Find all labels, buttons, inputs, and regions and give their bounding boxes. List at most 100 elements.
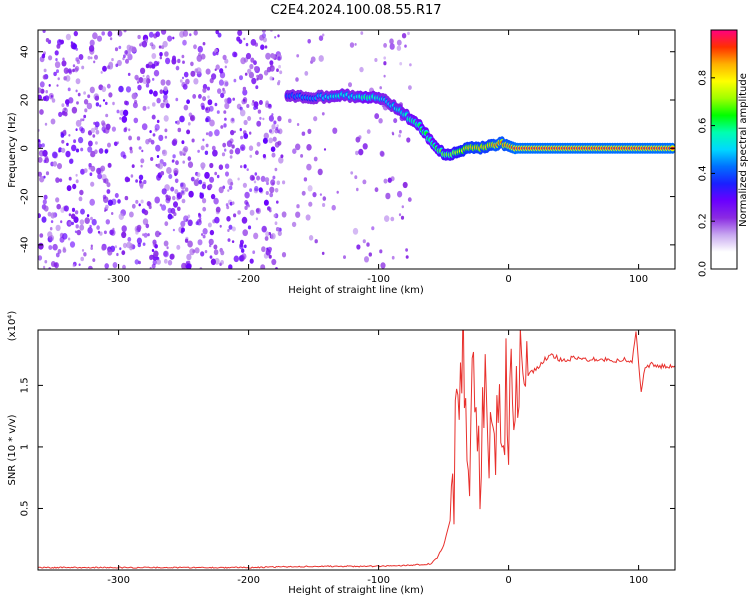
noise-speckle <box>111 126 116 132</box>
noise-speckle <box>172 154 176 159</box>
noise-speckle <box>121 115 128 123</box>
noise-speckle <box>256 141 261 147</box>
noise-speckle <box>165 197 171 204</box>
noise-speckle <box>258 187 263 193</box>
noise-speckle <box>127 237 132 242</box>
noise-speckle <box>38 171 42 177</box>
noise-speckle <box>244 205 248 210</box>
noise-speckle <box>239 128 242 132</box>
noise-speckle <box>54 262 59 269</box>
noise-speckle <box>150 139 155 145</box>
noise-speckle <box>129 146 133 151</box>
noise-speckle <box>331 204 336 211</box>
noise-speckle <box>241 216 248 224</box>
noise-speckle <box>228 264 233 269</box>
noise-speckle <box>222 89 226 95</box>
noise-speckle <box>350 171 354 175</box>
noise-speckle <box>48 245 53 250</box>
noise-speckle <box>226 216 231 222</box>
noise-speckle <box>61 139 65 144</box>
noise-speckle <box>97 173 102 180</box>
noise-speckle <box>80 168 85 175</box>
noise-speckle <box>79 126 84 132</box>
noise-speckle <box>88 140 93 147</box>
noise-speckle <box>91 218 97 226</box>
noise-speckle <box>389 43 395 50</box>
noise-speckle <box>101 31 105 36</box>
noise-speckle <box>243 98 246 102</box>
noise-speckle <box>89 172 93 176</box>
noise-speckle <box>207 99 213 106</box>
noise-speckle <box>230 181 234 186</box>
noise-speckle <box>139 180 142 184</box>
noise-speckle <box>77 92 81 97</box>
noise-speckle <box>141 149 144 153</box>
colorbar: 0.0 0.2 0.4 0.6 0.8 Normalized spectral ampl… <box>698 29 749 277</box>
noise-speckle <box>256 120 262 127</box>
noise-speckle <box>142 218 149 226</box>
noise-speckle <box>224 58 229 64</box>
noise-speckle <box>121 231 127 239</box>
noise-speckle <box>269 65 275 72</box>
noise-speckle <box>303 177 308 182</box>
noise-speckle <box>173 212 177 217</box>
noise-speckle <box>358 148 364 156</box>
noise-speckle <box>78 196 83 202</box>
noise-speckle <box>167 213 173 220</box>
noise-speckle <box>231 144 235 149</box>
noise-speckle <box>164 51 169 57</box>
noise-speckle <box>262 137 268 144</box>
noise-speckle <box>233 130 236 134</box>
noise-speckle <box>63 205 69 212</box>
noise-speckle <box>264 177 270 183</box>
noise-speckle <box>87 94 91 99</box>
noise-speckle <box>163 240 169 247</box>
noise-speckle <box>215 206 221 213</box>
snr-panel: -300 -200 -100 0 100 0.5 1 1.5 Height of straig… <box>7 311 676 596</box>
noise-speckle <box>379 249 383 254</box>
noise-speckle <box>80 208 85 215</box>
noise-speckle <box>187 156 192 161</box>
noise-speckle <box>130 174 134 178</box>
noise-speckle <box>398 213 402 217</box>
noise-speckle <box>187 240 193 248</box>
noise-speckle <box>321 112 325 116</box>
noise-speckle <box>153 250 159 258</box>
noise-speckle <box>243 164 247 169</box>
noise-speckle <box>138 77 144 83</box>
noise-speckle <box>247 116 252 121</box>
noise-speckle <box>76 101 79 105</box>
y-tick-label: 0.5 <box>20 501 31 517</box>
noise-speckle <box>249 63 254 70</box>
noise-speckle <box>160 102 165 109</box>
noise-speckle <box>253 66 259 72</box>
noise-speckle <box>83 99 89 105</box>
noise-speckle <box>264 45 268 49</box>
noise-speckle <box>62 246 66 250</box>
noise-speckle <box>89 86 95 94</box>
noise-speckle <box>405 255 409 259</box>
noise-speckle <box>237 210 241 215</box>
noise-speckle <box>129 211 134 218</box>
noise-speckle <box>274 221 278 225</box>
noise-speckle <box>78 136 84 144</box>
noise-speckle <box>153 90 158 97</box>
noise-speckle <box>177 58 181 64</box>
noise-speckle <box>145 83 150 88</box>
noise-speckle <box>399 62 403 66</box>
noise-speckle <box>288 118 292 124</box>
noise-speckle <box>67 68 72 74</box>
noise-speckle <box>255 208 260 213</box>
noise-speckle <box>72 183 77 190</box>
noise-speckle <box>214 216 220 224</box>
noise-speckle <box>195 67 202 75</box>
noise-speckle <box>175 160 179 166</box>
noise-speckle <box>239 244 244 250</box>
noise-speckle <box>243 133 249 139</box>
noise-speckle <box>181 54 185 59</box>
noise-speckle <box>140 158 145 164</box>
noise-speckle <box>87 227 93 234</box>
noise-speckle <box>133 117 139 124</box>
noise-speckle <box>261 30 266 33</box>
noise-speckle <box>407 31 410 36</box>
